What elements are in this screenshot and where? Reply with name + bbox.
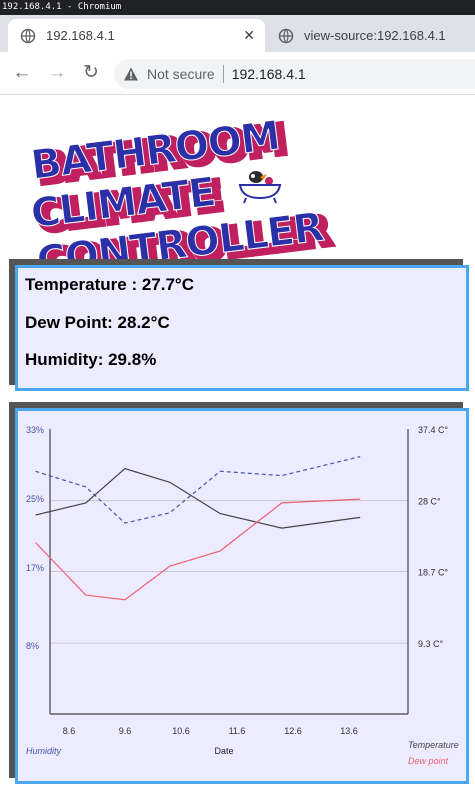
page-title: BATHROOM BATHROOM CLIMATE CLIMATE CONTRO… [28,112,336,270]
close-tab-icon[interactable]: ✕ [243,27,255,43]
series-line-temperature [35,467,361,529]
legend-humidity: Humidity [26,746,62,756]
globe-icon [278,28,294,43]
window-title: 192.168.4.1 - Chromium [0,0,475,15]
globe-icon [20,28,36,43]
temperature-reading: Temperature : 27.7°C [25,275,194,294]
x-tick-label: 9.6 [119,726,132,736]
y-right-tick-label: 37.4 C° [418,425,449,435]
forward-arrow-icon[interactable]: → [47,62,67,83]
legend-temperature: Temperature [408,740,459,750]
x-tick-label: 10.6 [172,726,190,736]
humidity-reading: Humidity: 29.8% [25,350,157,369]
reload-icon[interactable]: ↻ [83,62,99,83]
dew-point-reading: Dew Point: 28.2°C [25,313,170,332]
back-arrow-icon[interactable]: ← [12,62,32,83]
y-right-tick-label: 28 C° [418,497,441,507]
y-left-tick-label: 25% [26,494,44,504]
chart-svg: 33% 25% 17% 8% 37.4 C° 28 C° 18.7 C° 9.3 C° 8.6 9… [26,425,459,766]
climate-chart: 33% 25% 17% 8% 37.4 C° 28 C° 18.7 C° 9.3 C° 8.6 9… [15,408,469,784]
warning-triangle-icon [124,67,138,81]
x-tick-label: 8.6 [63,726,76,736]
address-bar[interactable]: Not secure 192.168.4.1 [114,59,475,89]
omnibox-divider [222,65,224,83]
page-content: BATHROOM BATHROOM CLIMATE CLIMATE CONTRO… [0,95,475,789]
y-right-tick-label: 18.7 C° [418,568,449,578]
browser-toolbar: ← → ↻ Not secure 192.168.4.1 [0,52,475,95]
security-label[interactable]: Not secure [147,66,215,82]
y-left-tick-label: 8% [26,641,39,651]
tab-label: 192.168.4.1 [46,28,115,43]
y-left-tick-label: 17% [26,563,44,573]
url-text[interactable]: 192.168.4.1 [231,66,306,82]
x-tick-label: 12.6 [284,726,302,736]
tab-192-168-4-1[interactable]: 192.168.4.1 ✕ [8,19,265,52]
x-axis-label: Date [214,746,233,756]
tab-strip: 192.168.4.1 ✕ view-source:192.168.4.1 [0,15,475,52]
x-tick-label: 11.6 [229,726,246,736]
y-right-tick-label: 9.3 C° [418,639,444,649]
y-left-tick-label: 33% [26,425,44,435]
readings-panel: Temperature : 27.7°C Dew Point: 28.2°C H… [15,265,469,391]
bathtub-icon [238,171,282,204]
series-line-dew-point [34,498,361,601]
series-line-humidity [35,456,361,524]
tab-label: view-source:192.168.4.1 [304,28,446,43]
x-tick-label: 13.6 [340,726,358,736]
tab-view-source[interactable]: view-source:192.168.4.1 [270,19,475,52]
legend-dew-point: Dew point [408,756,449,766]
